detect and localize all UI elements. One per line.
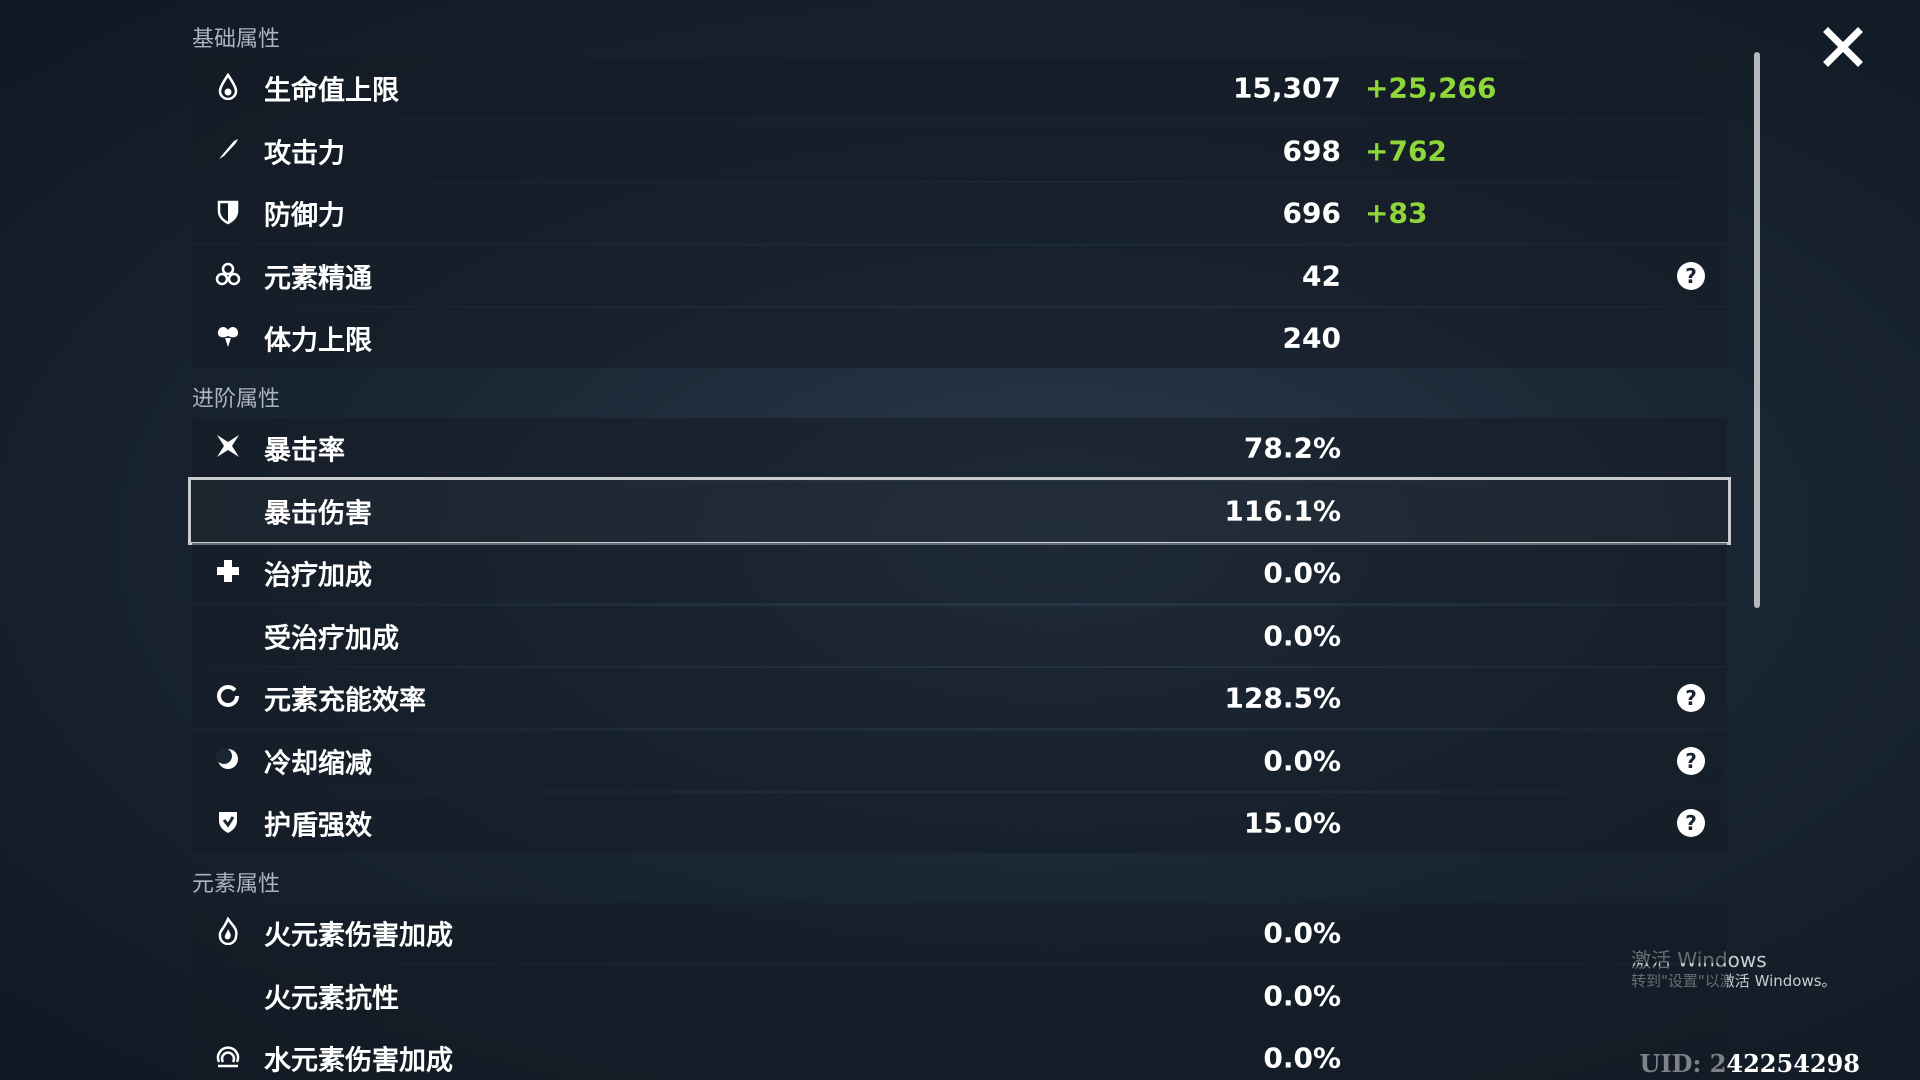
help-button[interactable]: ? (1677, 684, 1705, 712)
stat-label: 元素精通 (264, 263, 372, 294)
section-title: 基础属性 (192, 27, 281, 52)
stat-label: 火元素抗性 (264, 983, 399, 1014)
stat-label: 治疗加成 (264, 560, 372, 592)
stat-value: 116.1% (1224, 494, 1341, 527)
stat-label: 攻击力 (264, 138, 345, 169)
stat-row[interactable]: 攻击力 698 +762 (192, 120, 1727, 181)
stat-row[interactable]: 护盾强效 15.0%? (192, 793, 1727, 853)
stat-value: 15.0% (1243, 806, 1341, 840)
stat-icon (214, 1042, 242, 1074)
stat-value: 128.5% (1224, 681, 1341, 715)
stat-row[interactable]: 火元素伤害加成 0.0% (192, 903, 1727, 963)
stat-row[interactable]: 体力上限 240 (192, 308, 1727, 368)
close-button[interactable] (1820, 24, 1866, 70)
stat-bonus: +762 (1365, 134, 1447, 167)
stat-value: 0.0% (1263, 744, 1341, 777)
stat-icon (214, 557, 242, 589)
stat-row[interactable]: 冷却缩减 0.0%? (192, 730, 1727, 791)
stat-icon (214, 72, 242, 104)
stat-value: 42 (1302, 259, 1341, 292)
stat-value: 0.0% (1263, 556, 1341, 590)
stat-value: 78.2% (1243, 431, 1341, 465)
stat-label: 元素充能效率 (264, 685, 426, 717)
stat-row[interactable]: 水元素伤害加成 0.0% (192, 1028, 1727, 1080)
stat-row[interactable]: 暴击伤害 116.1% (188, 476, 1731, 545)
stat-icon (214, 197, 242, 229)
stat-value: 0.0% (1263, 916, 1341, 950)
help-button[interactable]: ? (1677, 809, 1705, 837)
stat-bonus: +25,266 (1365, 71, 1497, 105)
stat-bonus: +83 (1365, 196, 1428, 230)
stat-row[interactable]: 暴击率 78.2% (192, 418, 1727, 478)
stat-row[interactable]: 元素精通 42? (192, 245, 1727, 306)
section-title: 元素属性 (192, 872, 281, 897)
stat-label: 生命值上限 (264, 75, 399, 107)
stat-value: 696 (1282, 196, 1341, 230)
stat-label: 暴击率 (264, 435, 345, 467)
stat-row[interactable]: 防御力 696 +83 (192, 183, 1727, 243)
stat-label: 受治疗加成 (264, 623, 399, 654)
stat-icon (214, 432, 242, 464)
stat-value: 0.0% (1263, 619, 1341, 652)
stat-label: 护盾强效 (264, 810, 372, 842)
stat-label: 暴击伤害 (264, 498, 372, 529)
stat-icon (214, 916, 242, 949)
help-button[interactable]: ? (1677, 746, 1705, 775)
stat-label: 体力上限 (264, 325, 372, 357)
stat-label: 水元素伤害加成 (264, 1045, 453, 1077)
stat-row[interactable]: 元素充能效率 128.5%? (192, 668, 1727, 728)
stat-value: 698 (1282, 134, 1341, 167)
stat-label: 火元素伤害加成 (264, 920, 453, 952)
stat-label: 冷却缩减 (264, 748, 372, 779)
stat-value: 0.0% (1263, 1041, 1341, 1075)
stat-value: 15,307 (1232, 71, 1341, 105)
stat-label: 防御力 (264, 200, 345, 232)
stat-value: 0.0% (1263, 979, 1341, 1012)
stat-row[interactable]: 治疗加成 0.0% (192, 543, 1727, 603)
stat-icon (214, 682, 242, 714)
stat-row[interactable]: 受治疗加成 0.0% (192, 605, 1727, 666)
stat-row[interactable]: 火元素抗性 0.0% (192, 965, 1727, 1026)
stat-icon (214, 322, 242, 354)
stat-row[interactable]: 生命值上限 15,307 +25,266 (192, 58, 1727, 118)
stat-icon (214, 745, 242, 777)
stat-icon (214, 260, 242, 292)
scrollbar[interactable] (1754, 52, 1760, 608)
stat-icon (214, 807, 242, 839)
section-title: 进阶属性 (192, 387, 281, 412)
stat-icon (214, 135, 242, 167)
help-button[interactable]: ? (1677, 261, 1705, 290)
stat-value: 240 (1282, 321, 1341, 355)
